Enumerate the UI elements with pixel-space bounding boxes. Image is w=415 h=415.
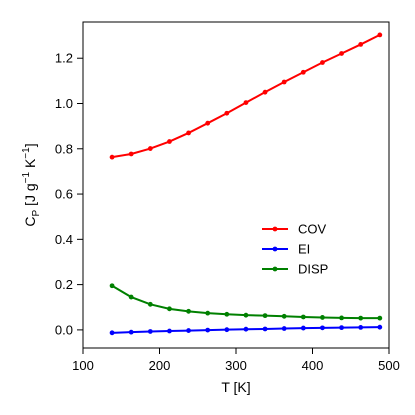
- data-point-cov: [281, 79, 287, 85]
- data-point-ei: [300, 325, 306, 331]
- y-tick-label: 1.0: [55, 96, 73, 111]
- legend-item-cov: COV: [262, 222, 327, 237]
- data-point-cov: [147, 146, 153, 151]
- data-point-ei: [262, 326, 268, 332]
- data-point-cov: [167, 139, 172, 144]
- data-point-disp: [109, 283, 115, 289]
- series-disp: [109, 283, 383, 321]
- data-point-disp: [320, 315, 325, 320]
- data-point-disp: [128, 294, 134, 300]
- data-point-cov: [109, 154, 115, 160]
- y-axis-title-exponent-2: −1: [21, 147, 32, 159]
- data-point-disp: [300, 314, 306, 320]
- data-point-cov: [243, 100, 249, 105]
- y-tick-label: 0.6: [55, 187, 73, 202]
- data-point-disp: [339, 315, 344, 321]
- data-point-cov: [186, 130, 191, 136]
- y-axis-title: CP [J g−1 K−1]: [21, 143, 42, 226]
- series-ei: [109, 324, 383, 336]
- data-point-disp: [224, 311, 230, 317]
- legend-item-ei: EI: [262, 242, 310, 257]
- data-point-disp: [167, 306, 172, 312]
- data-point-ei: [147, 329, 153, 334]
- data-point-ei: [339, 325, 344, 331]
- data-point-cov: [320, 60, 325, 65]
- data-point-disp: [147, 301, 153, 307]
- data-point-ei: [320, 325, 325, 331]
- data-point-cov: [205, 120, 211, 126]
- series-cov: [109, 32, 383, 160]
- x-axis: 100 200 300 400 500: [72, 348, 400, 373]
- data-point-ei: [205, 327, 211, 333]
- data-point-disp: [281, 313, 287, 319]
- data-point-cov: [128, 151, 134, 157]
- y-axis-title-symbol: C: [22, 216, 38, 226]
- x-tick-label: 300: [225, 358, 247, 373]
- data-point-cov: [358, 42, 364, 47]
- data-point-disp: [205, 310, 211, 316]
- x-tick-label: 100: [72, 358, 94, 373]
- series-layer: [109, 32, 383, 336]
- legend-marker-disp: [272, 266, 278, 272]
- x-axis-title: T [K]: [221, 379, 250, 395]
- data-point-cov: [300, 69, 306, 75]
- legend: COV EI DISP: [262, 222, 328, 277]
- legend-marker-cov: [272, 226, 278, 232]
- data-point-disp: [186, 308, 191, 314]
- y-tick-label: 0.0: [55, 322, 73, 337]
- data-point-disp: [377, 315, 383, 321]
- data-point-ei: [109, 330, 115, 336]
- data-point-cov: [224, 110, 230, 116]
- data-point-disp: [262, 313, 268, 319]
- y-tick-label: 0.2: [55, 277, 73, 292]
- y-tick-label: 0.4: [55, 232, 73, 247]
- x-tick-label: 400: [302, 358, 324, 373]
- data-point-ei: [128, 329, 134, 335]
- data-point-ei: [358, 324, 364, 330]
- legend-label-disp: DISP: [298, 262, 328, 277]
- data-point-disp: [243, 312, 249, 318]
- plot-frame: [82, 21, 390, 349]
- legend-item-disp: DISP: [262, 262, 328, 277]
- y-axis-title-exponent-1: −1: [21, 171, 32, 183]
- y-axis-title-unit: [J g: [22, 183, 38, 209]
- y-axis-title-subscript: P: [31, 209, 42, 216]
- data-point-cov: [377, 32, 383, 38]
- y-axis-title-unit-2: K: [22, 158, 38, 172]
- legend-label-ei: EI: [298, 242, 310, 257]
- y-axis: 0.0 0.2 0.4 0.6 0.8 1.0 1.2: [55, 51, 83, 337]
- data-point-cov: [262, 89, 268, 95]
- y-tick-label: 0.8: [55, 141, 73, 156]
- data-point-ei: [167, 328, 172, 334]
- x-tick-label: 500: [378, 358, 400, 373]
- data-point-ei: [243, 326, 249, 332]
- legend-marker-ei: [272, 246, 278, 252]
- data-point-ei: [186, 328, 191, 333]
- data-point-ei: [377, 324, 383, 330]
- data-point-disp: [358, 315, 364, 321]
- data-point-ei: [281, 326, 287, 331]
- data-point-cov: [339, 51, 344, 56]
- y-axis-title-close: ]: [22, 143, 38, 147]
- y-tick-label: 1.2: [55, 51, 73, 66]
- data-point-ei: [224, 327, 230, 333]
- x-tick-label: 200: [149, 358, 171, 373]
- legend-label-cov: COV: [298, 222, 327, 237]
